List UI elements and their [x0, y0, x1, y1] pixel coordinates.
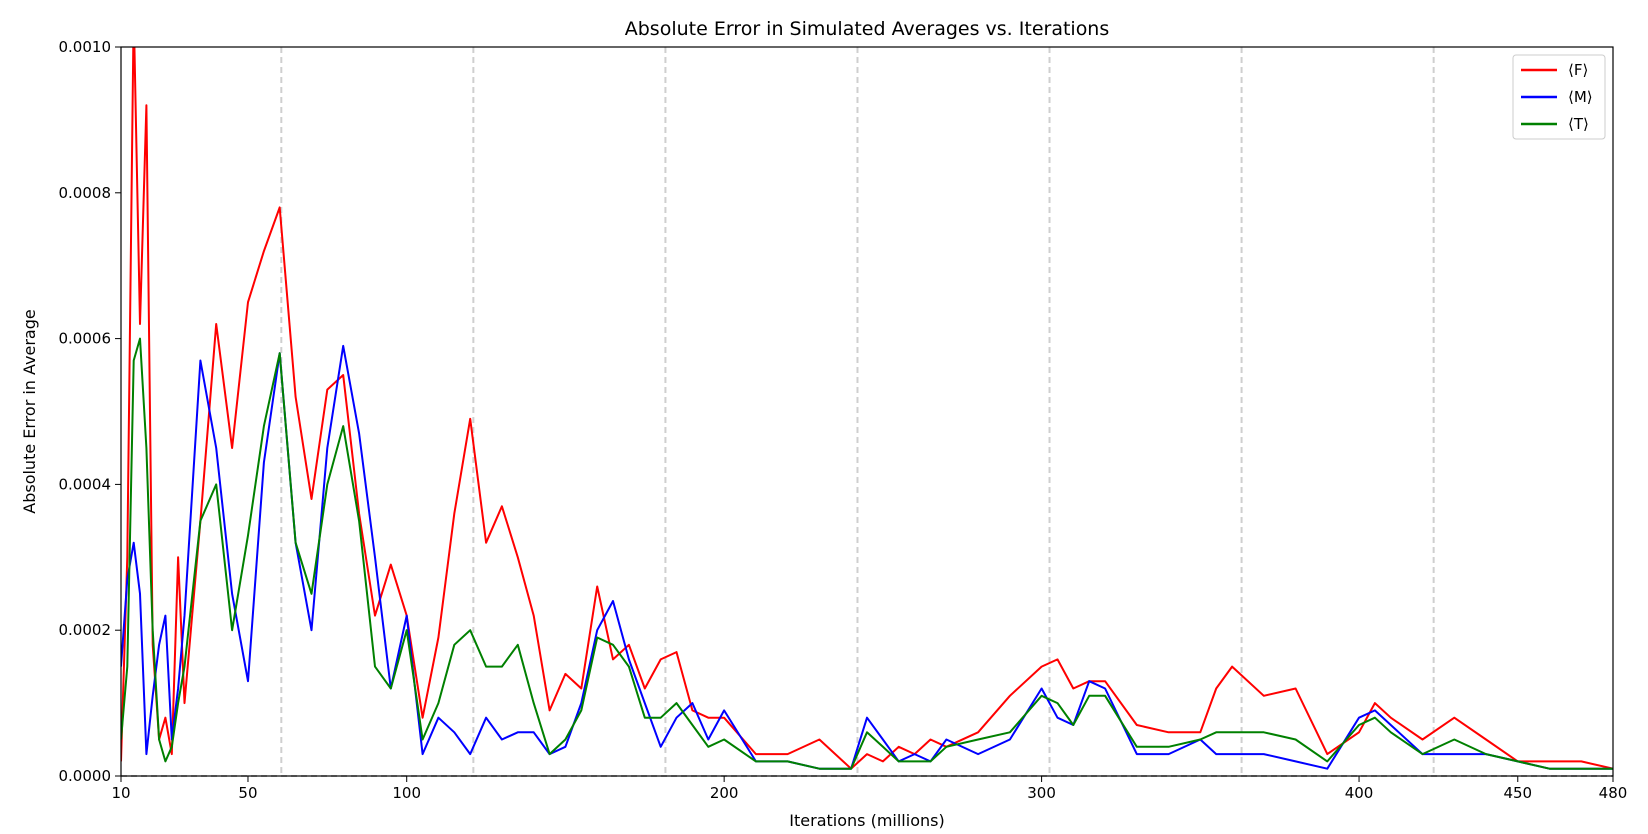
series-line-0 — [121, 47, 1613, 770]
x-tick-label: 50 — [238, 784, 257, 802]
series-line-2 — [121, 337, 1613, 770]
x-tick-label: 100 — [392, 784, 421, 802]
x-tick-label: 200 — [710, 784, 739, 802]
y-tick-label: 0.0008 — [59, 184, 112, 202]
y-tick-label: 0.0004 — [59, 475, 112, 493]
legend-label: ⟨M⟩ — [1568, 88, 1593, 106]
plot-area-frame — [120, 46, 1614, 777]
axis-layer: 10 50 100 200 300 400 450 480 0.0000 0.0002 0.0004… — [59, 38, 1628, 802]
y-tick-label: 0.0010 — [59, 38, 112, 56]
y-tick-label: 0.0000 — [59, 767, 112, 785]
series-layer — [121, 47, 1613, 770]
x-tick-label: 450 — [1503, 784, 1532, 802]
y-axis-title: Absolute Error in Average — [20, 309, 39, 513]
legend-label: ⟨F⟩ — [1568, 61, 1588, 79]
x-tick-label: 300 — [1027, 784, 1056, 802]
y-tick-label: 0.0002 — [59, 621, 112, 639]
x-tick-label: 10 — [111, 784, 130, 802]
legend-label: ⟨T⟩ — [1568, 115, 1589, 133]
y-tick-label: 0.0006 — [59, 330, 112, 348]
x-axis-title: Iterations (millions) — [789, 811, 944, 830]
x-tick-label: 480 — [1599, 784, 1628, 802]
legend: ⟨F⟩ ⟨M⟩ ⟨T⟩ — [1512, 54, 1606, 140]
x-tick-label: 400 — [1345, 784, 1374, 802]
chart-title: Absolute Error in Simulated Averages vs.… — [625, 18, 1110, 40]
legend-box — [1512, 54, 1606, 140]
